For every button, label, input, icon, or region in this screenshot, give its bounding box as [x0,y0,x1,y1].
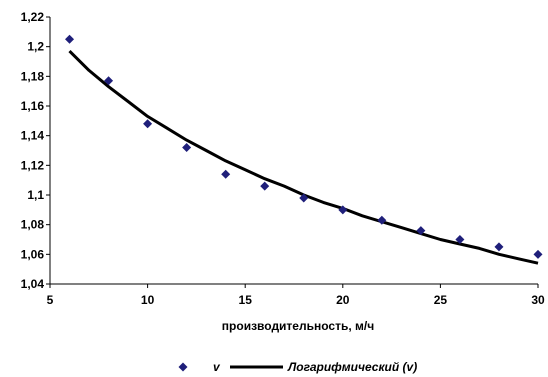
y-tick-label: 1,12 [21,158,45,172]
x-axis-title: производительность, м/ч [222,319,374,333]
x-tick-label: 25 [434,293,448,307]
data-point [65,34,75,44]
y-axis: 1,04 1,06 1,08 1,1 1,12 1,14 1,16 1,18 1,2 1,22 [21,10,50,291]
data-point [104,76,114,86]
plot-frame [49,17,538,285]
data-point [377,215,387,225]
data-point [416,226,426,236]
trend-line [68,50,539,265]
legend: v Логарифмический (v) [178,360,417,374]
y-tick-label: 1,18 [21,69,45,83]
data-point [533,249,543,259]
y-tick-label: 1,04 [21,277,45,291]
y-tick-label: 1,08 [21,218,45,232]
x-tick-label: 15 [239,293,253,307]
scatter-series [65,34,543,259]
data-point [338,205,348,215]
y-tick-label: 1,2 [27,40,44,54]
x-tick-label: 30 [531,293,545,307]
trend-series [68,50,539,265]
x-tick-label: 5 [47,293,54,307]
data-point [182,143,192,153]
x-axis: 5 10 15 20 25 30 [47,284,545,307]
y-tick-label: 1,22 [21,10,45,24]
y-tick-label: 1,1 [27,188,44,202]
x-tick-label: 10 [141,293,155,307]
data-point [221,169,231,179]
y-tick-label: 1,16 [21,99,45,113]
legend-label-v: v [213,360,221,374]
x-tick-label: 20 [336,293,350,307]
y-tick-label: 1,06 [21,247,45,261]
data-point [143,119,153,129]
y-tick-label: 1,14 [21,129,45,143]
data-point [299,193,309,203]
legend-label-trend: Логарифмический (v) [287,360,417,374]
legend-marker-v [178,362,188,372]
data-point [494,242,504,252]
data-point [455,235,465,244]
data-point [260,181,270,191]
